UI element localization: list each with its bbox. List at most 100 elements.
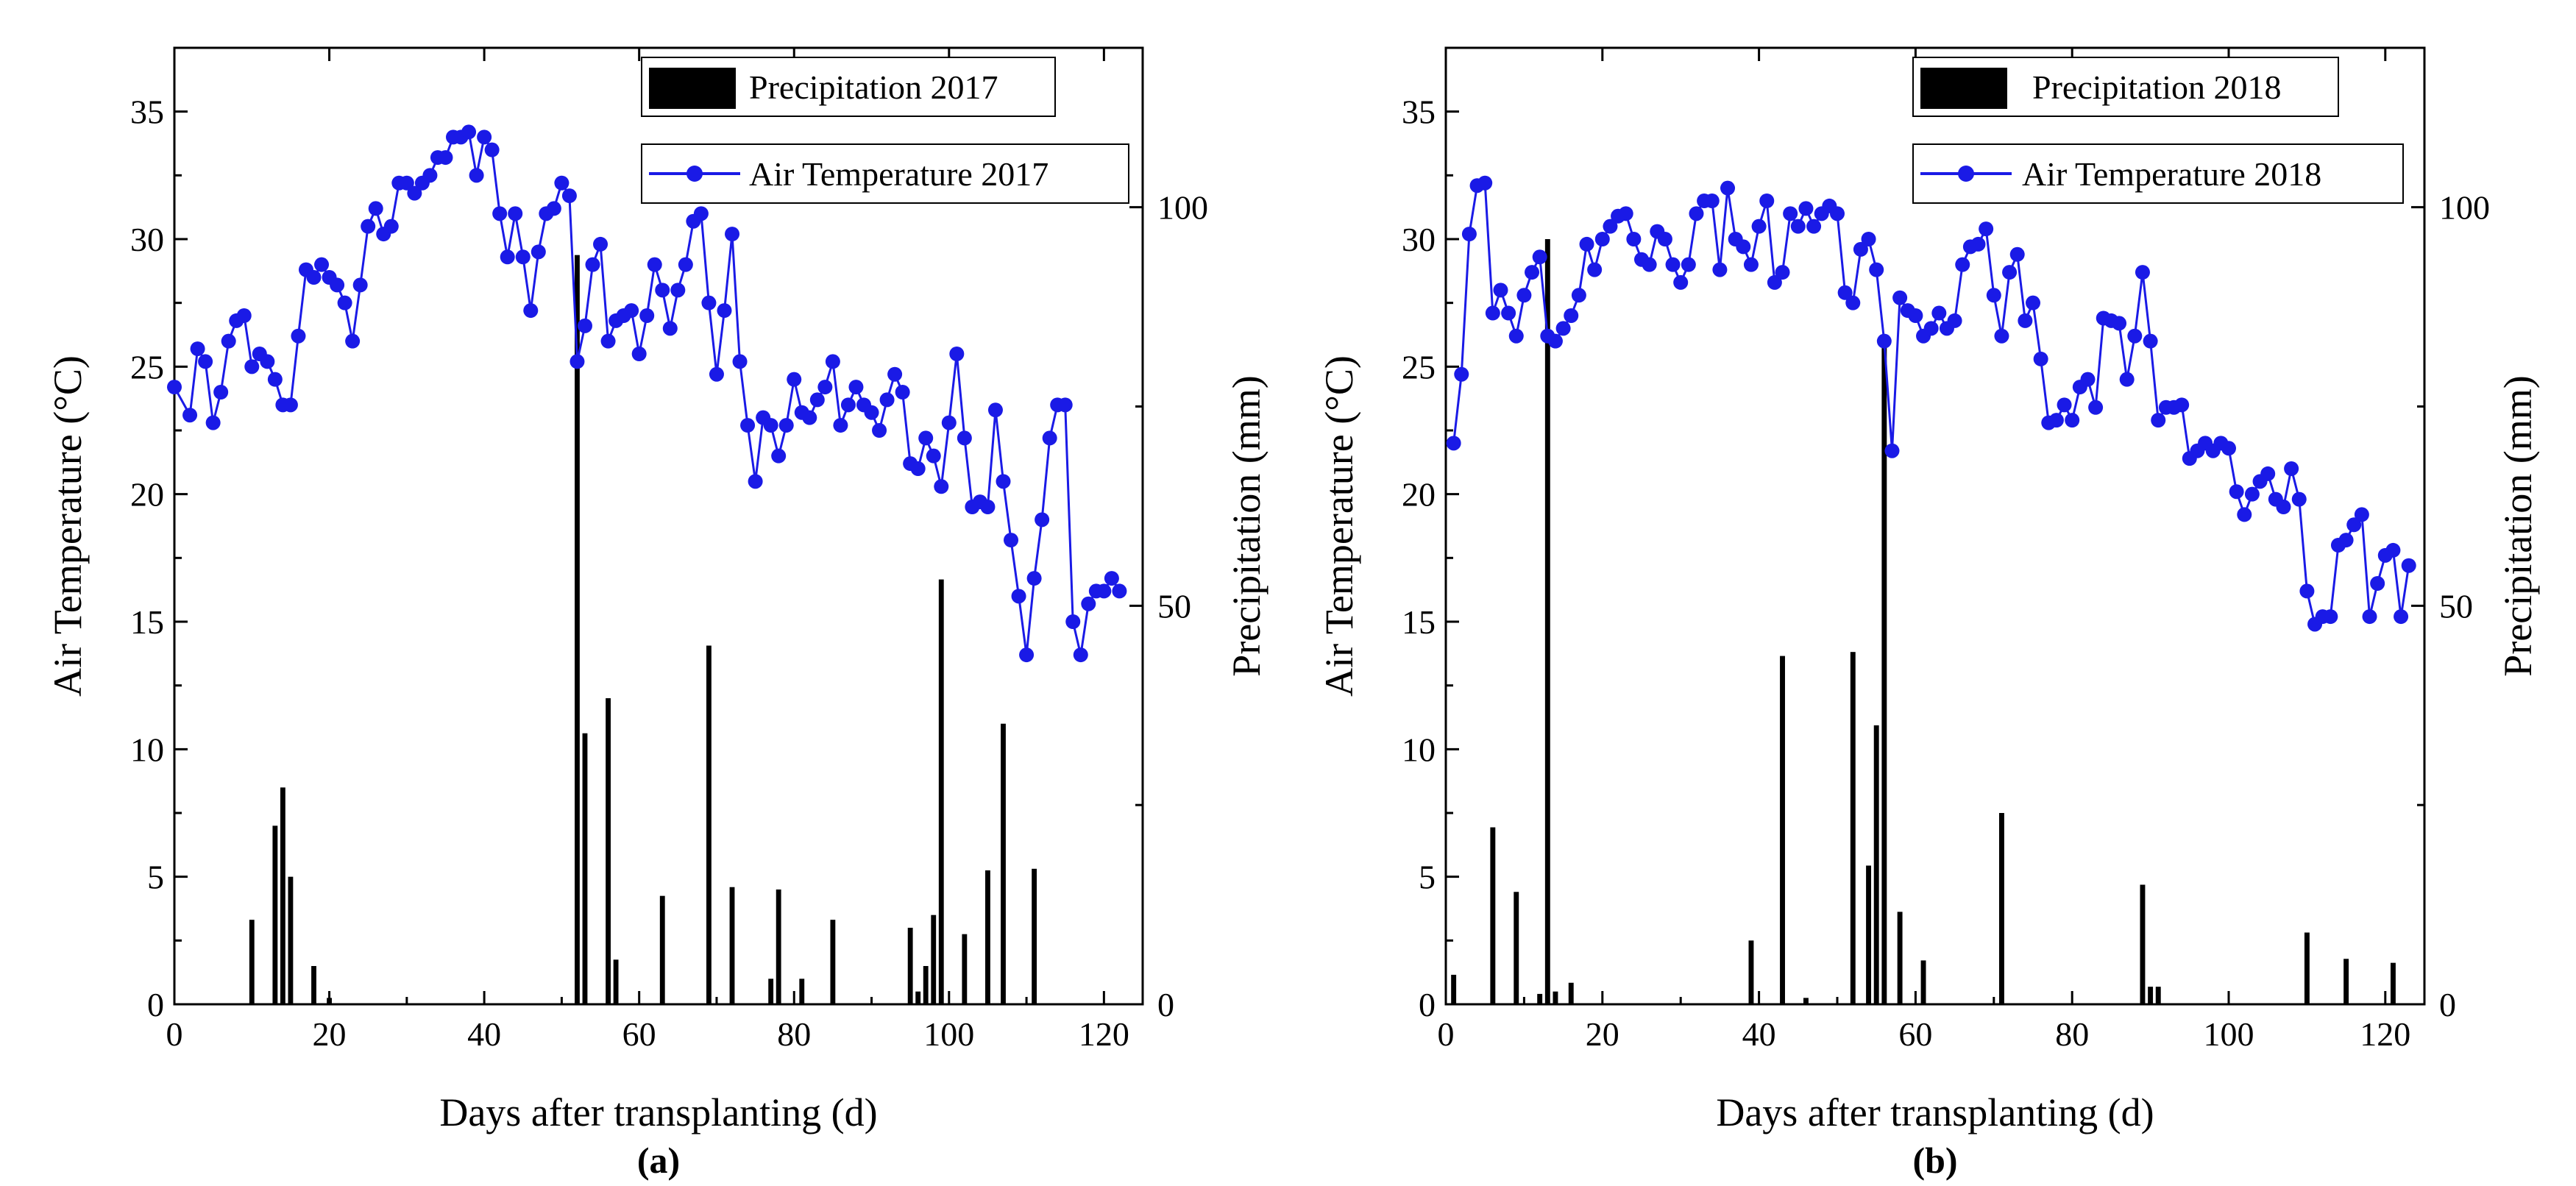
temperature-point [1073, 647, 1088, 663]
temperature-point [895, 385, 910, 400]
temperature-point [330, 277, 345, 293]
temperature-point [1876, 333, 1892, 349]
temperature-point [2174, 397, 2190, 413]
temperature-point [438, 150, 453, 166]
temperature-point [2119, 372, 2135, 387]
temperature-point [585, 257, 600, 272]
temperature-point [1035, 512, 1050, 528]
legend-b: Precipitation 2018 Air Temperature 2018 [1912, 57, 2404, 204]
precipitation-bar [2343, 959, 2349, 1004]
temperature-point [631, 347, 647, 361]
temperature-point [2112, 316, 2127, 331]
temperature-point [624, 303, 639, 319]
temperature-point [283, 397, 298, 413]
precipitation-bar [272, 825, 278, 1004]
y-tick-label-left-b: 5 [1419, 859, 1436, 896]
y-axis-title-left-b: Air Temperature (°C) [1317, 355, 1361, 697]
temperature-point [1493, 283, 1508, 298]
legend-swatch-bar-a [649, 68, 736, 109]
y-tick-label-right-a: 50 [1157, 587, 1191, 625]
precipitation-bar [1998, 813, 2004, 1004]
y-axis-title-right-a: Precipitation (mm) [1224, 375, 1269, 676]
temperature-point [2260, 466, 2276, 481]
temperature-point [2221, 441, 2236, 456]
y-tick-label-left-a: 0 [147, 986, 164, 1023]
temperature-point [1477, 175, 1493, 191]
precipitation-bar [280, 787, 285, 1004]
y-tick-label-right-a: 100 [1157, 189, 1208, 227]
plot-frame-b [1444, 46, 2426, 1006]
temperature-point [926, 448, 941, 464]
precipitation-bar [1537, 993, 1543, 1004]
y-tick-label-right-a: 0 [1157, 986, 1174, 1023]
temperature-point [182, 408, 198, 423]
temperature-point [2002, 265, 2018, 280]
precipitation-bar [931, 915, 937, 1004]
temperature-point [2291, 491, 2307, 507]
temperature-point [2244, 486, 2260, 502]
temperature-point [461, 124, 477, 140]
temperature-point [2033, 351, 2048, 366]
y-tick-label-left-b: 35 [1402, 93, 1436, 131]
precipitation-bars-a [249, 255, 1037, 1005]
temperature-line [1452, 181, 2410, 627]
precipitation-bar [2304, 932, 2310, 1004]
y-tick-label-left-a: 30 [130, 221, 164, 258]
temperature-point [1454, 366, 1469, 382]
temperature-point [1057, 397, 1073, 413]
y-tick-label-left-a: 20 [130, 476, 164, 514]
y-tick-label-left-a: 25 [130, 348, 164, 386]
y-tick-label-left-b: 10 [1402, 731, 1436, 768]
temperature-point [1019, 647, 1035, 663]
precipitation-bar [1803, 998, 1809, 1004]
temperature-point [1004, 533, 1019, 548]
temperature-point [1806, 219, 1822, 234]
temperature-point [1665, 257, 1681, 272]
panel-label-b: (b) [1912, 1140, 1957, 1181]
x-axis-title-a: Days after transplanting (d) [439, 1090, 877, 1134]
temperature-point [352, 277, 368, 293]
y-tick-label-right-b: 100 [2439, 189, 2490, 227]
temperature-point [1618, 206, 1633, 221]
temperature-point [949, 347, 965, 361]
temperature-point [1081, 596, 1096, 611]
temperature-point [2143, 333, 2158, 349]
temperature-point [1532, 249, 1547, 265]
temperature-point [2370, 576, 2385, 591]
temperature-point [2338, 533, 2354, 548]
temperature-point [2026, 295, 2040, 310]
temperature-point [825, 354, 840, 369]
temperature-point [2135, 265, 2150, 280]
x-tick-label-b: 20 [1586, 1015, 1619, 1053]
temperature-point [996, 474, 1011, 489]
temperature-point [701, 295, 717, 310]
temperature-point [763, 418, 778, 433]
temperature-point [941, 415, 957, 430]
legend-a: Precipitation 2017 Air Temperature 2017 [641, 57, 1129, 204]
temperature-point [484, 142, 500, 157]
precipitation-bar [1451, 974, 1457, 1004]
temperature-point [1798, 201, 1814, 216]
precipitation-bar [706, 645, 712, 1004]
plot-area-a: 0 20 40 60 80 100 120 0 5 10 15 20 25 30 35 0 50 100 [130, 46, 1208, 1053]
temperature-point [2394, 609, 2409, 625]
temperature-point [910, 461, 926, 476]
temperature-point [1673, 274, 1689, 290]
temperature-point [1767, 274, 1782, 290]
precipitation-bar [249, 920, 255, 1004]
temperature-point [570, 354, 585, 369]
temperature-point [1884, 443, 1900, 458]
precipitation-bar [768, 979, 774, 1004]
temperature-point [546, 201, 561, 216]
temperature-point [1743, 257, 1759, 272]
temperature-point [1736, 239, 1751, 255]
y-tick-label-left-b: 25 [1402, 348, 1436, 386]
temperature-point [500, 249, 515, 265]
temperature-point [368, 201, 383, 216]
temperature-point [872, 423, 887, 438]
precipitation-bar [1568, 982, 1574, 1004]
temperature-point [1689, 206, 1704, 221]
temperature-point [1587, 262, 1603, 277]
temperature-point [1979, 221, 1994, 237]
temperature-point [399, 175, 414, 191]
